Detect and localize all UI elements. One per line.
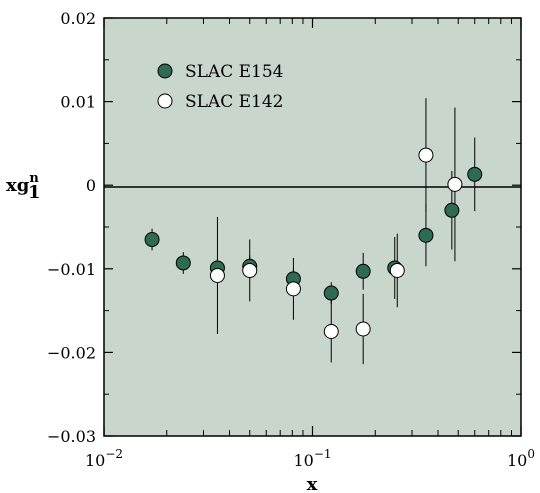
y-axis-label-sub: 1 [28, 182, 41, 203]
svg-text:xgn: xgn [6, 171, 39, 196]
y-tick-label: 0.01 [60, 93, 96, 112]
point-e142 [323, 324, 339, 339]
x-axis: 10−2 10−1 100 [85, 18, 535, 470]
y-tick-label: −0.01 [47, 260, 96, 279]
point-e154 [444, 202, 460, 218]
point-e142 [242, 262, 258, 278]
x-tick-label: 10−2 [85, 447, 123, 470]
point-e142 [209, 267, 225, 283]
plot-area [103, 17, 522, 437]
point-e154 [355, 263, 371, 279]
point-e142 [285, 281, 301, 297]
legend: SLAC E154 SLAC E142 [157, 62, 283, 112]
y-axis: −0.03 −0.02 −0.01 0 0.01 0.02 [47, 9, 521, 446]
y-axis-label: xgn 1 [6, 171, 41, 203]
point-e142 [389, 262, 405, 278]
legend-marker-e154 [157, 63, 173, 79]
point-e154 [323, 285, 339, 301]
y-axis-label-base: xg [6, 175, 30, 196]
y-tick-label: −0.02 [47, 343, 96, 362]
point-e154 [418, 227, 434, 243]
y-axis-label-sup: n [29, 171, 39, 186]
point-e154 [467, 166, 483, 182]
legend-marker-e142 [157, 93, 173, 109]
point-e154 [175, 255, 191, 271]
y-tick-label: 0.02 [60, 9, 96, 28]
point-e142 [355, 321, 371, 337]
data-points [144, 147, 483, 339]
y-tick-label: 0 [86, 176, 96, 195]
x-axis-label: x [307, 474, 318, 493]
y-tick-label: −0.03 [47, 427, 96, 446]
legend-label-e142: SLAC E142 [185, 92, 283, 112]
legend-label-e154: SLAC E154 [185, 62, 283, 82]
x-tick-label: 10−1 [293, 447, 331, 470]
x-tick-label: 100 [507, 447, 535, 470]
point-e154 [144, 232, 160, 248]
point-e142 [418, 147, 434, 163]
point-e142 [447, 176, 463, 192]
